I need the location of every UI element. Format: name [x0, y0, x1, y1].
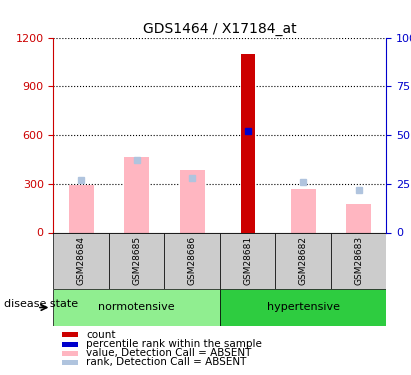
Text: GSM28684: GSM28684 — [77, 236, 85, 285]
Bar — [62, 342, 78, 346]
Bar — [220, 289, 386, 326]
Title: GDS1464 / X17184_at: GDS1464 / X17184_at — [143, 22, 297, 36]
Bar — [346, 204, 371, 232]
Text: disease state: disease state — [4, 299, 78, 309]
Text: hypertensive: hypertensive — [267, 303, 339, 312]
Bar — [124, 157, 149, 232]
Text: GSM28683: GSM28683 — [354, 236, 363, 285]
Text: normotensive: normotensive — [98, 303, 175, 312]
Bar — [53, 232, 109, 289]
Bar — [164, 232, 220, 289]
Bar — [241, 54, 254, 232]
Text: rank, Detection Call = ABSENT: rank, Detection Call = ABSENT — [86, 357, 247, 367]
Bar — [62, 333, 78, 338]
Text: GSM28686: GSM28686 — [188, 236, 196, 285]
Text: value, Detection Call = ABSENT: value, Detection Call = ABSENT — [86, 348, 252, 358]
Text: GSM28681: GSM28681 — [243, 236, 252, 285]
Bar — [180, 170, 205, 232]
Bar — [291, 189, 316, 232]
Text: percentile rank within the sample: percentile rank within the sample — [86, 339, 262, 349]
Bar — [53, 289, 220, 326]
Bar — [331, 232, 386, 289]
Text: count: count — [86, 330, 116, 340]
Bar — [275, 232, 331, 289]
Bar — [62, 351, 78, 355]
Bar — [220, 232, 275, 289]
Bar — [109, 232, 164, 289]
Text: GSM28682: GSM28682 — [299, 236, 307, 285]
Text: GSM28685: GSM28685 — [132, 236, 141, 285]
Bar — [69, 184, 94, 232]
Bar — [62, 360, 78, 364]
